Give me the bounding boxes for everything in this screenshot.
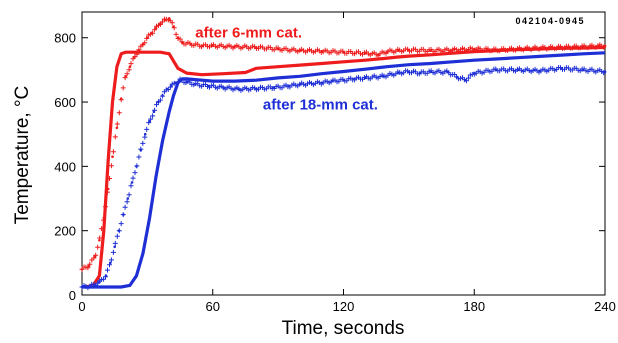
x-tick-label: 120 [333, 299, 355, 314]
data-point [106, 187, 110, 191]
series-layer [79, 16, 607, 291]
plus-markers [79, 16, 607, 272]
y-tick-label: 600 [54, 95, 76, 110]
y-tick-label: 800 [54, 31, 76, 46]
series-0-solid [81, 45, 606, 289]
data-point [130, 181, 134, 184]
axis-ticks: 0 60 120 180 240 0 200 400 600 800 [54, 12, 616, 314]
series-line [82, 51, 606, 289]
data-point [603, 44, 607, 48]
data-point [126, 197, 130, 200]
series-2-solid [82, 51, 606, 289]
annotation-18mm: after 18-mm cat. [263, 96, 378, 113]
series-3-markers [79, 65, 607, 291]
x-tick-label: 60 [206, 299, 220, 314]
annotation-6mm: after 6-mm cat. [195, 25, 302, 42]
data-point [111, 155, 114, 158]
x-tick-label: 180 [463, 299, 485, 314]
x-tick-label: 240 [594, 299, 616, 314]
y-tick-label: 400 [54, 159, 76, 174]
data-point [603, 70, 607, 73]
y-tick-label: 0 [69, 288, 76, 303]
series-line [81, 45, 606, 289]
x-tick-label: 0 [78, 299, 85, 314]
y-axis-title: Temperature, °C [12, 86, 33, 225]
y-tick-label: 200 [54, 224, 76, 239]
data-point [115, 126, 119, 130]
series-1-markers [79, 16, 607, 272]
x-axis-title: Time, seconds [282, 318, 405, 339]
corner-code: 042104-0945 [515, 16, 585, 26]
plus-markers [79, 65, 607, 291]
data-point [113, 245, 116, 249]
